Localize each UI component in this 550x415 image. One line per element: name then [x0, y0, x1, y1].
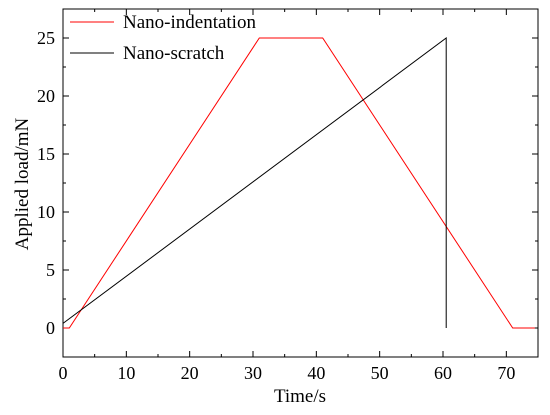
x-tick-label: 40	[307, 363, 325, 383]
legend-label-1: Nano-scratch	[123, 43, 225, 64]
x-tick-label: 0	[59, 363, 68, 383]
ticks-layer: 0 10 20 30 40 50 60 70 0 5 10 15 20 25	[37, 9, 538, 383]
y-tick-label: 0	[46, 318, 55, 338]
y-tick-label: 15	[37, 144, 55, 164]
y-tick-label: 10	[37, 202, 55, 222]
y-tick-label: 20	[37, 86, 55, 106]
x-tick-label: 10	[117, 363, 135, 383]
x-tick-label: 30	[244, 363, 262, 383]
x-tick-label: 70	[497, 363, 515, 383]
y-tick-label: 25	[37, 28, 55, 48]
x-tick-label: 50	[371, 363, 389, 383]
y-tick-label: 5	[46, 260, 55, 280]
y-axis-title: Applied load/mN	[12, 117, 33, 250]
x-tick-label: 20	[181, 363, 199, 383]
legend: Nano-indentation Nano-scratch	[70, 12, 256, 64]
legend-label-0: Nano-indentation	[123, 12, 256, 33]
x-axis-title: Time/s	[274, 386, 326, 407]
series-line-0	[63, 37, 535, 329]
series-line-1	[62, 37, 447, 328]
series-layer	[62, 37, 535, 329]
x-tick-label: 60	[434, 363, 452, 383]
